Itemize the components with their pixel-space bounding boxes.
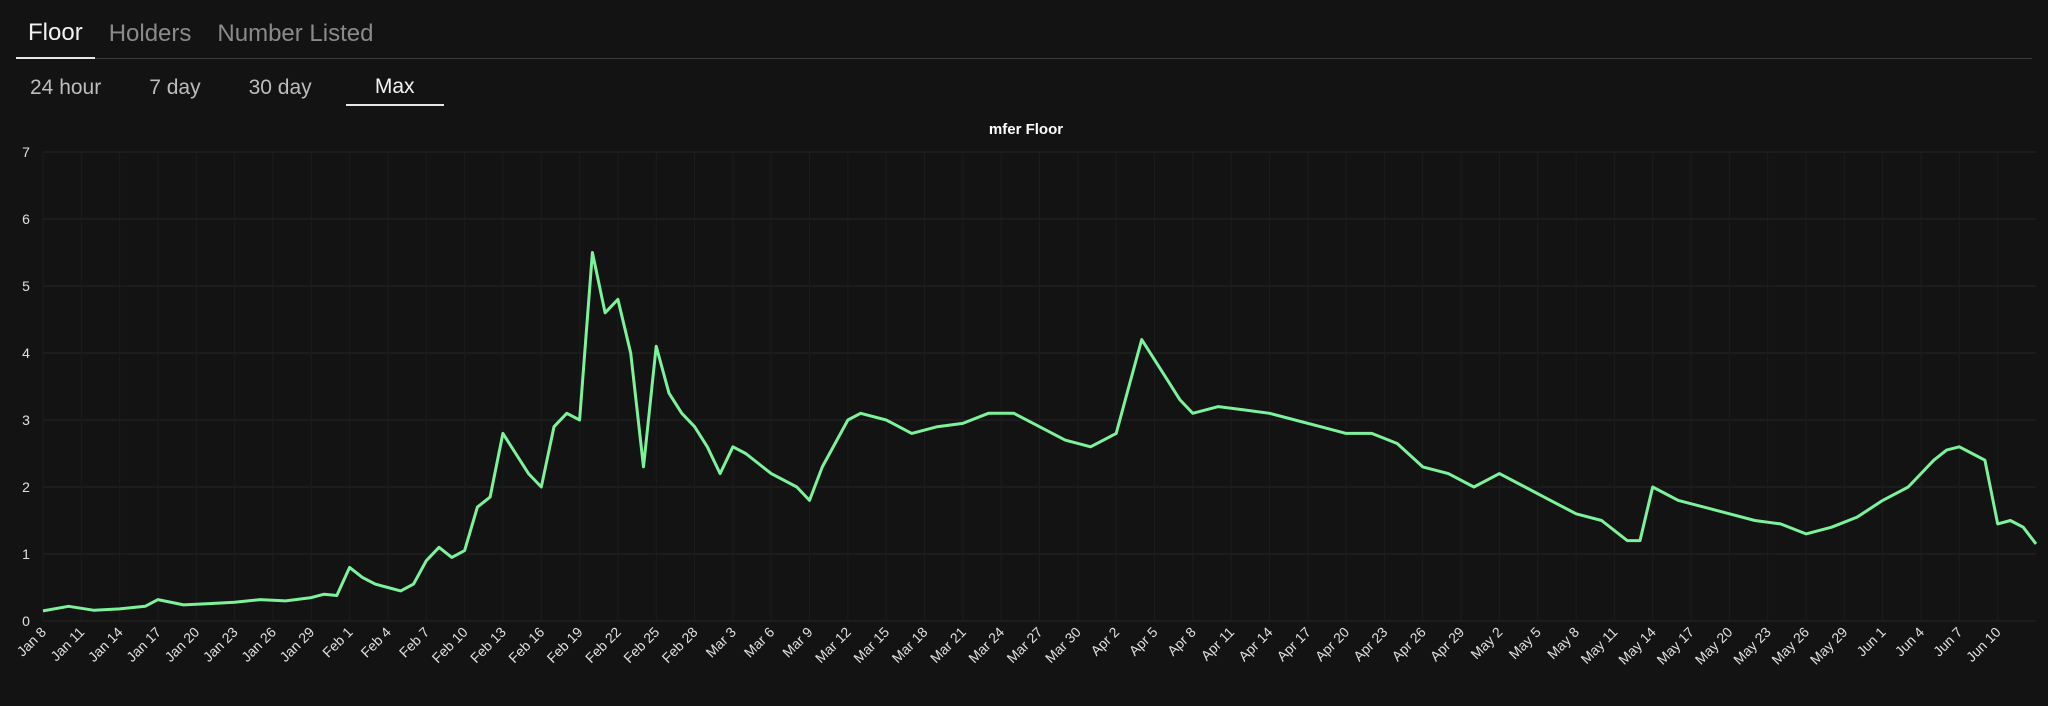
chart-grid [42, 151, 2036, 622]
x-tick-label: Jun 7 [1930, 624, 1966, 660]
x-tick-label: Feb 19 [544, 624, 586, 666]
x-tick-label: Feb 28 [659, 624, 701, 666]
x-tick-label: Apr 2 [1087, 624, 1122, 659]
range-7-day[interactable]: 7 day [149, 76, 201, 99]
x-tick-label: May 11 [1577, 624, 1620, 667]
x-tick-label: May 26 [1768, 624, 1812, 668]
tab-number-listed[interactable]: Number Listed [217, 20, 374, 47]
x-tick-label: Feb 13 [467, 624, 509, 666]
x-tick-label: Jun 1 [1853, 624, 1889, 660]
x-tick-label: Jan 20 [161, 624, 202, 665]
x-tick-label: Jan 26 [238, 624, 279, 665]
x-tick-label: Feb 7 [396, 624, 433, 661]
y-tick-label: 0 [22, 613, 30, 629]
range-30-day[interactable]: 30 day [248, 76, 312, 99]
y-tick-label: 7 [22, 144, 30, 160]
x-tick-label: May 23 [1730, 624, 1774, 668]
x-tick-label: Mar 21 [927, 624, 969, 666]
y-tick-label: 5 [22, 278, 30, 294]
x-tick-label: Jun 4 [1892, 624, 1928, 660]
chart-title: mfer Floor [989, 121, 1063, 138]
x-tick-label: May 20 [1692, 624, 1736, 668]
x-tick-label: May 17 [1653, 624, 1697, 668]
x-tick-label: Mar 18 [889, 624, 931, 666]
x-tick-label: Jan 29 [276, 624, 317, 665]
x-tick-label: May 29 [1807, 624, 1851, 668]
x-tick-label: Jan 11 [47, 624, 87, 664]
x-tick-label: Apr 5 [1126, 624, 1161, 659]
x-tick-label: Mar 6 [741, 624, 778, 661]
metric-tabs: Floor Holders Number Listed [16, 0, 2032, 59]
y-tick-label: 6 [22, 211, 30, 227]
x-tick-label: Apr 23 [1350, 624, 1391, 665]
x-tick-label: Mar 30 [1042, 624, 1084, 666]
tab-floor[interactable]: Floor [16, 17, 95, 59]
tab-holders[interactable]: Holders [108, 20, 192, 47]
x-tick-label: Mar 24 [965, 624, 1007, 666]
x-tick-label: May 2 [1467, 624, 1505, 662]
x-tick-label: Jan 8 [14, 624, 50, 660]
x-tick-label: Feb 25 [620, 624, 662, 666]
y-tick-label: 2 [22, 479, 30, 495]
y-axis: 0 1 2 3 4 5 6 7 [22, 144, 30, 629]
x-tick-label: Apr 29 [1427, 624, 1468, 665]
time-range-selector: 24 hour 7 day 30 day Max [16, 70, 464, 106]
x-tick-label: Mar 15 [850, 624, 892, 666]
x-tick-label: Mar 12 [812, 624, 854, 666]
x-tick-label: Feb 22 [582, 624, 624, 666]
x-tick-label: Apr 11 [1198, 624, 1238, 664]
x-tick-label: Jun 10 [1963, 624, 2004, 665]
x-tick-label: Jan 23 [200, 624, 241, 665]
x-tick-label: Jan 14 [85, 624, 126, 665]
x-tick-label: Feb 16 [505, 624, 547, 666]
x-tick-label: Mar 3 [702, 624, 739, 661]
range-max[interactable]: Max [345, 70, 444, 106]
x-tick-label: Mar 9 [779, 624, 816, 661]
x-tick-label: Apr 26 [1388, 624, 1429, 665]
x-tick-label: Jan 17 [123, 624, 164, 665]
x-tick-label: Mar 27 [1003, 624, 1045, 666]
x-tick-label: Apr 8 [1164, 624, 1199, 659]
y-tick-label: 1 [22, 546, 30, 562]
x-tick-label: Apr 20 [1312, 624, 1353, 665]
floor-price-line [42, 251, 2038, 613]
x-tick-label: Apr 14 [1235, 624, 1276, 665]
x-tick-label: Feb 4 [357, 624, 394, 661]
x-tick-label: May 8 [1544, 624, 1582, 662]
range-24-hour[interactable]: 24 hour [30, 76, 102, 99]
x-tick-label: May 14 [1615, 624, 1659, 668]
x-tick-label: Feb 10 [429, 624, 471, 666]
x-tick-label: Apr 17 [1273, 624, 1314, 665]
x-tick-label: May 5 [1506, 624, 1544, 662]
y-tick-label: 3 [22, 412, 30, 428]
x-tick-label: Feb 1 [319, 624, 356, 661]
y-tick-label: 4 [22, 345, 30, 361]
